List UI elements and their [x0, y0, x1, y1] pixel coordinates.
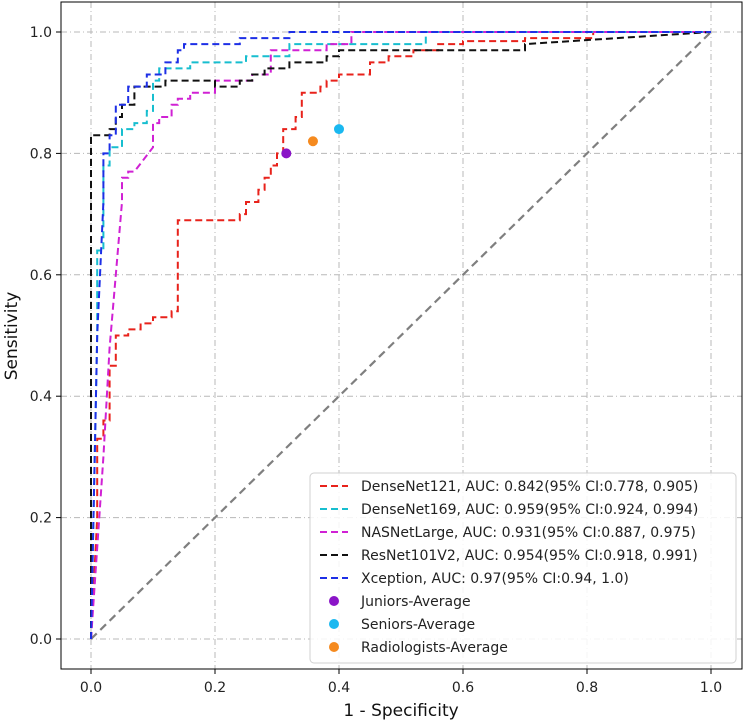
x-tick-label: 0.6: [452, 680, 474, 696]
legend-box: [309, 472, 737, 664]
roc-curve-2: [90, 31, 711, 640]
legend-point-label-1: Seniors-Average: [361, 617, 475, 633]
diagonal-reference: [90, 31, 712, 640]
legend-label-2: NASNetLarge, AUC: 0.931(95% CI:0.887, 0.…: [361, 525, 696, 541]
y-tick-label: 1.0: [30, 25, 52, 41]
roc-curve-0: [90, 31, 711, 640]
plot-frame: [60, 1, 743, 670]
x-tick-label: 1.0: [700, 680, 722, 696]
y-tick-label: 0.8: [30, 146, 52, 162]
y-ticks: 0.0 0.2 0.4 0.6 0.8 1.0: [30, 25, 61, 648]
x-tick-label: 0.2: [204, 680, 226, 696]
legend-marker-2: [329, 642, 339, 652]
legend-label-3: ResNet101V2, AUC: 0.954(95% CI:0.918, 0.…: [361, 548, 698, 564]
x-tick-label: 0.8: [576, 680, 598, 696]
average-points: [281, 124, 344, 159]
y-tick-label: 0.4: [30, 389, 52, 405]
legend-label-1: DenseNet169, AUC: 0.959(95% CI:0.924, 0.…: [361, 502, 698, 518]
roc-series: [90, 31, 712, 640]
y-tick-label: 0.0: [30, 632, 52, 648]
legend-label-0: DenseNet121, AUC: 0.842(95% CI:0.778, 0.…: [361, 479, 698, 495]
y-tick-label: 0.2: [30, 511, 52, 527]
roc-curve-4: [90, 31, 711, 640]
point-seniors-average: [334, 124, 344, 135]
x-tick-label: 0.4: [328, 680, 350, 696]
legend-point-label-2: Radiologists-Average: [361, 640, 508, 656]
legend-label-4: Xception, AUC: 0.97(95% CI:0.94, 1.0): [361, 571, 629, 587]
x-tick-label: 0.0: [80, 680, 102, 696]
chance-line: [90, 31, 712, 640]
y-axis-label: Sensitivity: [2, 292, 22, 381]
legend: DenseNet121, AUC: 0.842(95% CI:0.778, 0.…: [309, 472, 737, 664]
y-tick-label: 0.6: [30, 268, 52, 284]
x-axis-label: 1 - Specificity: [343, 701, 458, 721]
legend-marker-1: [329, 619, 339, 629]
legend-point-label-0: Juniors-Average: [360, 594, 471, 610]
point-radiologists-average: [307, 136, 318, 147]
x-ticks: 0.0 0.2 0.4 0.6 0.8 1.0: [80, 669, 722, 696]
legend-marker-0: [329, 596, 339, 606]
point-juniors-average: [281, 148, 292, 159]
